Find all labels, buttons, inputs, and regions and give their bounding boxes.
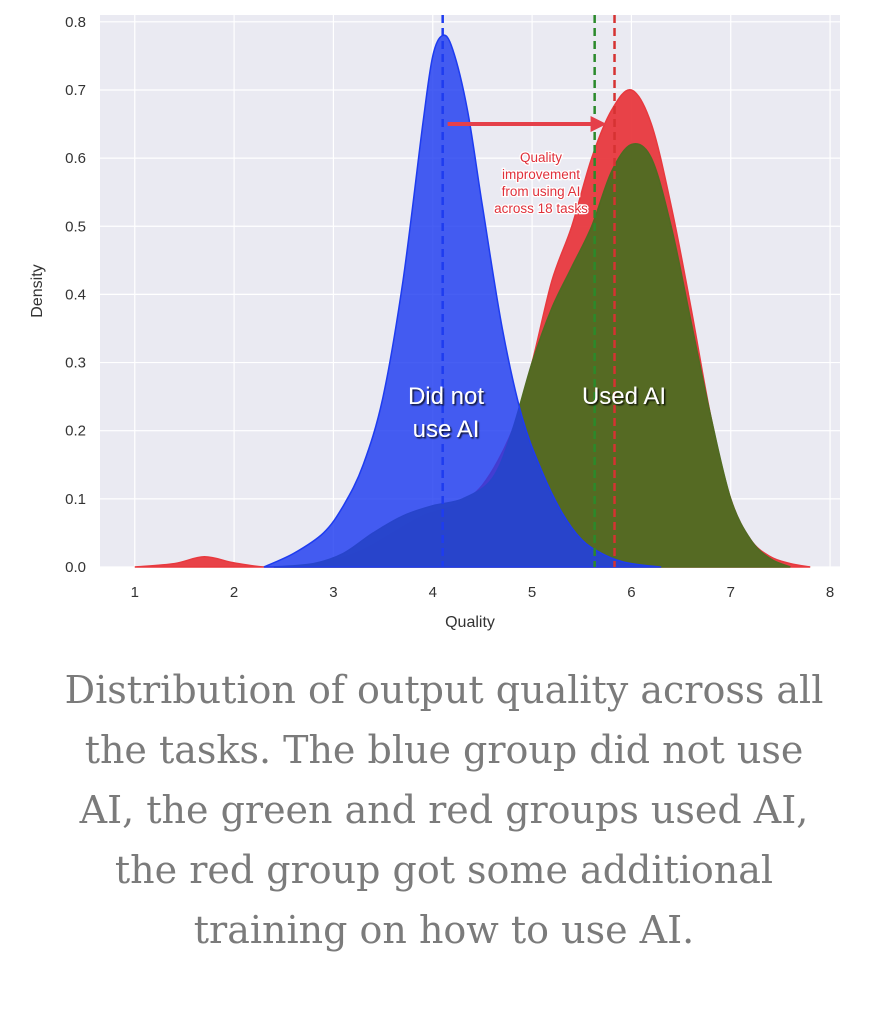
- x-tick-label: 7: [727, 584, 735, 601]
- no-ai-density: [263, 34, 662, 568]
- x-tick-label: 2: [230, 584, 238, 601]
- y-tick-label: 0.3: [65, 355, 86, 372]
- x-axis-label: Quality: [445, 614, 495, 631]
- improvement-label-line: from using AI: [502, 184, 581, 199]
- y-tick-label: 0.7: [65, 82, 86, 99]
- x-tick-label: 8: [826, 584, 834, 601]
- y-tick-label: 0.1: [65, 491, 86, 508]
- chart-svg: Quality improvement from using AI across 18…: [29, 14, 840, 631]
- used-ai-label: Used AI: [582, 383, 666, 410]
- y-tick-label: 0.8: [65, 14, 86, 31]
- y-tick-label: 0.4: [65, 286, 86, 303]
- improvement-label-line: Quality: [520, 150, 562, 165]
- y-tick-label: 0.2: [65, 423, 86, 440]
- y-tick-label: 0.5: [65, 218, 86, 235]
- no-ai-label: Did not: [408, 383, 484, 410]
- x-tick-label: 3: [329, 584, 337, 601]
- y-tick-label: 0.0: [65, 559, 86, 576]
- x-tick-label: 1: [131, 584, 139, 601]
- improvement-arrow-head: [590, 116, 607, 133]
- x-tick-label: 5: [528, 584, 536, 601]
- improvement-label-line: across 18 tasks: [494, 201, 588, 216]
- x-tick-label: 4: [429, 584, 437, 601]
- y-tick-label: 0.6: [65, 150, 86, 167]
- y-axis-label: Density: [29, 264, 46, 317]
- figure-caption: Distribution of output quality across al…: [64, 668, 824, 952]
- no-ai-label: use AI: [413, 416, 480, 443]
- density-chart: Quality improvement from using AI across 18…: [29, 14, 840, 631]
- improvement-label-line: improvement: [502, 167, 580, 182]
- x-tick-label: 6: [627, 584, 635, 601]
